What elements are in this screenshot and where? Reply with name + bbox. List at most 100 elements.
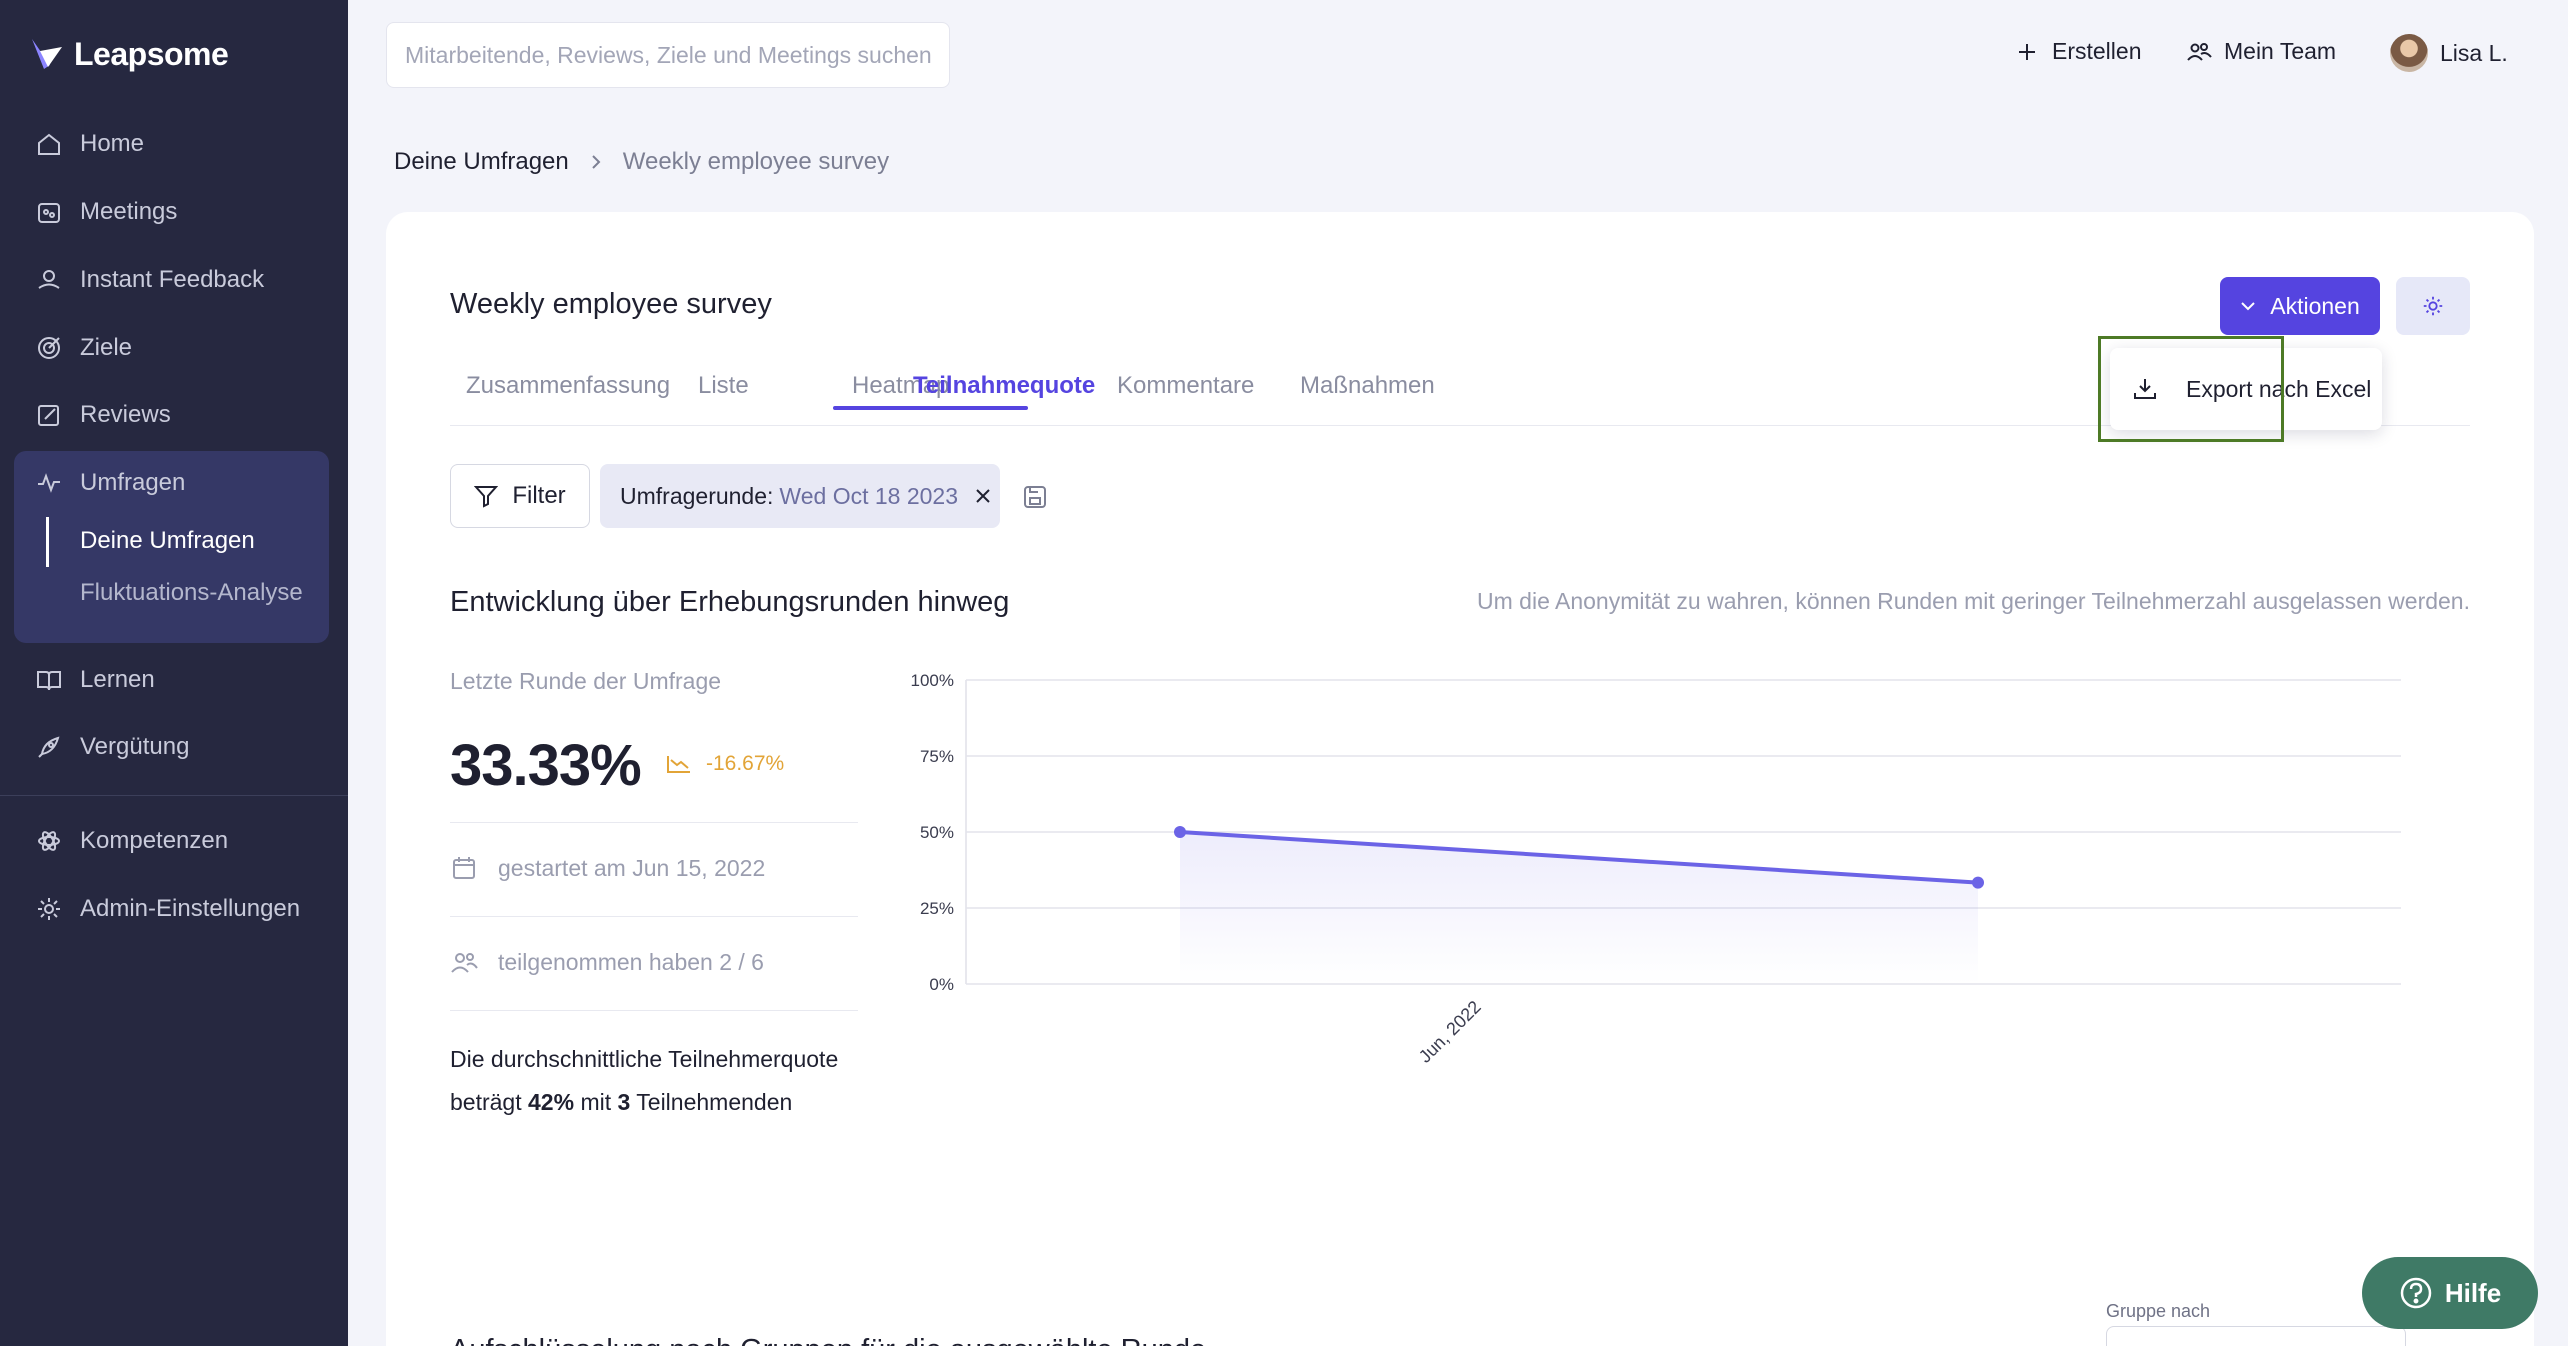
participated-row: teilgenommen haben 2 / 6 — [450, 948, 764, 976]
chevron-right-icon — [592, 155, 601, 169]
search-input[interactable] — [405, 41, 949, 69]
group-by-select[interactable] — [2106, 1326, 2406, 1346]
divider — [450, 916, 858, 917]
actions-label: Aktionen — [2270, 292, 2360, 319]
trend-indicator: -16.67% — [666, 752, 784, 776]
avg-mid: mit — [580, 1089, 612, 1115]
atom-icon — [38, 831, 60, 851]
sidebar-item-label: Instant Feedback — [80, 266, 265, 293]
gear-icon — [38, 898, 60, 920]
tab-kommentare[interactable]: Kommentare — [1117, 372, 1255, 399]
close-icon[interactable] — [974, 487, 992, 505]
chevron-down-icon — [2241, 302, 2255, 311]
sidebar-item-verguetung[interactable]: Vergütung — [14, 719, 329, 775]
sidebar-item-umfragen[interactable]: Umfragen — [14, 455, 329, 511]
calendar-icon — [453, 857, 475, 879]
book-icon — [37, 671, 61, 691]
avg-rate: 42% — [528, 1089, 575, 1115]
tab-zusammenfassung[interactable]: Zusammenfassung — [466, 372, 671, 399]
logo[interactable]: Leapsome — [30, 36, 229, 73]
sidebar-item-ziele[interactable]: Ziele — [14, 320, 329, 376]
divider — [450, 822, 858, 823]
breadcrumb-link[interactable]: Deine Umfragen — [394, 148, 569, 175]
filter-label: Filter — [512, 482, 566, 509]
sidebar-item-meetings[interactable]: Meetings — [14, 184, 329, 240]
save-icon[interactable] — [1022, 484, 1048, 510]
leapsome-logo-icon — [32, 38, 62, 69]
y-tick-label: 75% — [920, 747, 954, 766]
sidebar-group-umfragen — [14, 451, 329, 643]
sidebar-item-label: Kompetenzen — [80, 827, 229, 854]
tab-bar: Heatmap Zusammenfassung Liste Teilnahmeq… — [450, 352, 2470, 426]
data-point[interactable] — [1174, 826, 1186, 838]
started-row: gestartet am Jun 15, 2022 — [450, 854, 765, 882]
participated-text: teilgenommen haben 2 / 6 — [498, 948, 764, 975]
active-tab-underline — [833, 406, 1028, 410]
avatar — [2390, 34, 2428, 72]
team-icon — [2187, 42, 2212, 61]
chip-value: Wed Oct 18 2023 — [779, 482, 958, 509]
actions-button[interactable]: Aktionen — [2220, 277, 2380, 335]
user-menu[interactable]: Lisa L. — [2390, 34, 2508, 72]
download-icon — [2134, 379, 2156, 399]
series-line — [1179, 830, 1979, 885]
y-tick-label: 25% — [920, 899, 954, 918]
rocket-icon — [38, 736, 60, 758]
series-area — [1180, 832, 1978, 984]
survey-card: Weekly employee survey Aktionen Heatmap … — [386, 212, 2534, 1346]
breadcrumb-current: Weekly employee survey — [622, 148, 890, 175]
sidebar-item-home[interactable]: Home — [14, 116, 329, 172]
sidebar-subitem-deine-umfragen[interactable]: Deine Umfragen — [80, 527, 255, 554]
anonymity-note: Um die Anonymität zu wahren, können Rund… — [1477, 588, 2470, 614]
export-excel-label: Export nach Excel — [2186, 375, 2372, 402]
y-tick-label: 0% — [929, 975, 954, 994]
my-team-button[interactable]: Mein Team — [2186, 38, 2336, 65]
filter-button[interactable]: Filter — [450, 464, 590, 528]
divider — [450, 1010, 858, 1011]
tab-liste[interactable]: Liste — [698, 372, 749, 399]
trend-down-icon — [667, 756, 690, 773]
filter-chip[interactable]: Umfragerunde: Wed Oct 18 2023 — [600, 464, 1000, 528]
x-tick-label: Jun, 2022 — [1415, 997, 1485, 1067]
started-text: gestartet am Jun 15, 2022 — [498, 854, 766, 881]
plus-icon — [2019, 43, 2035, 60]
data-point[interactable] — [1972, 876, 1984, 889]
sidebar-item-label: Home — [80, 130, 145, 157]
stat-label: Letzte Runde der Umfrage — [450, 668, 722, 694]
export-highlight-box — [2098, 336, 2284, 442]
filter-icon — [474, 486, 499, 508]
settings-button[interactable] — [2396, 277, 2470, 335]
sidebar-item-label: Meetings — [80, 198, 178, 225]
tab-teilnahmequote[interactable]: Teilnahmequote — [913, 372, 1096, 399]
user-name: Lisa L. — [2440, 39, 2508, 66]
sidebar-item-label: Vergütung — [80, 733, 190, 760]
edit-icon — [38, 405, 59, 426]
sidebar-item-label: Lernen — [80, 666, 155, 693]
sidebar-item-instant-feedback[interactable]: Instant Feedback — [14, 252, 329, 308]
tab-heatmap[interactable]: Heatmap — [852, 372, 950, 399]
sidebar-item-reviews[interactable]: Reviews — [14, 387, 329, 443]
y-tick-label: 100% — [911, 671, 954, 690]
sidebar: Leapsome Home Meetings Instant Feedback … — [0, 0, 348, 1346]
tab-massnahmen[interactable]: Maßnahmen — [1300, 372, 1435, 399]
search-field[interactable] — [386, 22, 950, 88]
participation-chart: 0% 25% 50% 75% 100% Jun, 2022 — [911, 671, 2401, 1067]
feedback-icon — [38, 270, 60, 289]
home-icon — [38, 133, 60, 155]
section-title: Entwicklung über Erhebungsrunden hinweg — [450, 586, 1010, 618]
sidebar-subitem-fluktuations-analyse[interactable]: Fluktuations-Analyse — [80, 579, 303, 606]
help-label: Hilfe — [2444, 1277, 2502, 1308]
sidebar-item-label: Reviews — [80, 401, 171, 428]
help-button[interactable]: Hilfe — [2362, 1257, 2538, 1329]
breadcrumb: Deine Umfragen Weekly employee survey — [394, 148, 889, 176]
active-indicator — [46, 517, 49, 567]
create-label: Erstellen — [2052, 38, 2142, 64]
export-menu[interactable]: Export nach Excel — [2110, 348, 2382, 430]
page-title: Weekly employee survey — [450, 288, 772, 320]
target-icon — [38, 337, 60, 359]
create-button[interactable]: Erstellen — [2014, 38, 2141, 65]
sidebar-item-lernen[interactable]: Lernen — [14, 652, 329, 708]
sidebar-item-admin-einstellungen[interactable]: Admin-Einstellungen — [14, 881, 329, 937]
sidebar-item-kompetenzen[interactable]: Kompetenzen — [14, 813, 329, 869]
